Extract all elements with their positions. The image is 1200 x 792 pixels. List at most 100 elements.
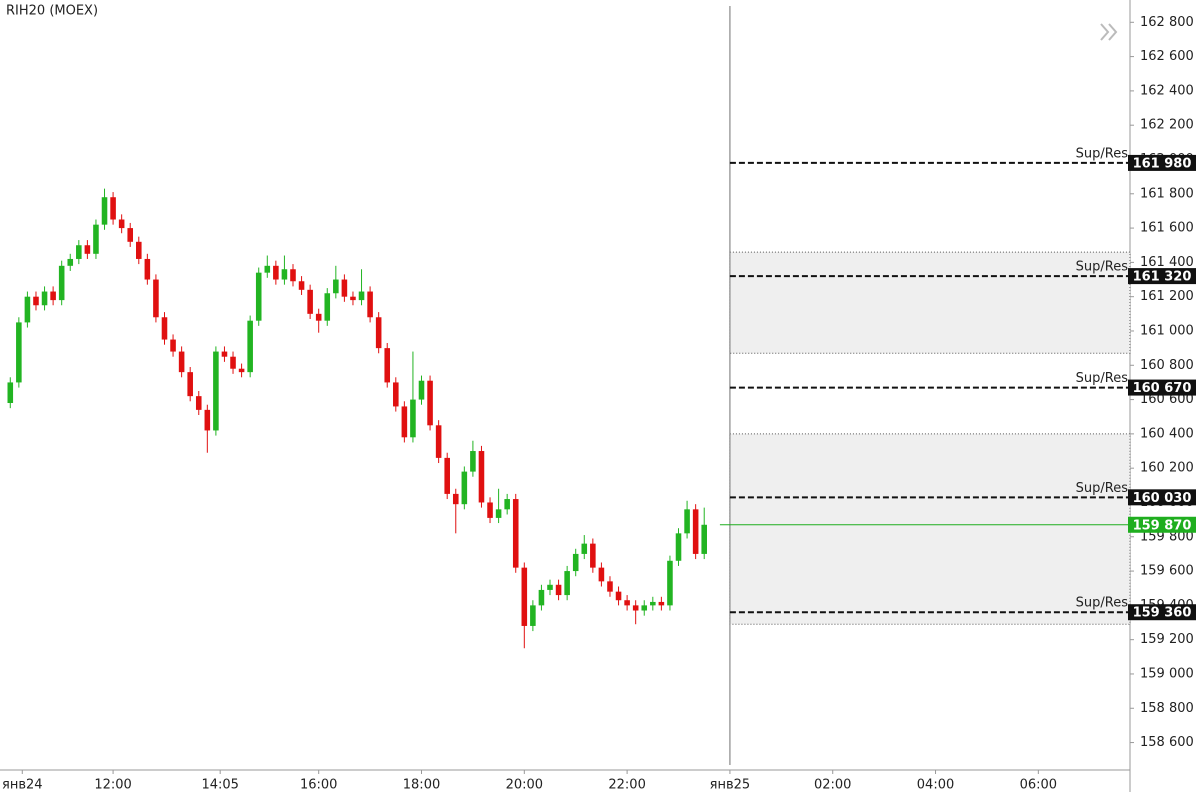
current-price-label: 159 870 — [1133, 518, 1192, 533]
y-tick-label: 159 600 — [1140, 564, 1194, 579]
x-tick-label: янв25 — [710, 778, 751, 792]
candle-body — [101, 197, 108, 225]
candle-body — [607, 581, 613, 592]
y-tick-label: 160 800 — [1140, 358, 1194, 373]
level-price-label: 161 320 — [1133, 270, 1192, 285]
collapse-icon[interactable] — [1100, 23, 1118, 41]
candle-body — [118, 219, 125, 229]
zone — [729, 251, 1131, 354]
candle-body — [127, 228, 134, 242]
x-tick-label: 06:00 — [1020, 778, 1057, 792]
candle-body — [238, 368, 245, 373]
candle-body — [144, 258, 151, 280]
candle-body — [547, 584, 553, 590]
candle-body — [281, 269, 288, 280]
candle-body — [136, 241, 142, 259]
level-price-label: 160 670 — [1133, 381, 1192, 396]
candle-body — [615, 591, 622, 601]
candle-body — [641, 605, 648, 611]
x-tick-label: 04:00 — [917, 778, 954, 792]
candle-body — [632, 605, 639, 611]
candle-body — [16, 322, 22, 383]
candle-body — [692, 509, 699, 554]
candle-body — [76, 245, 82, 259]
x-tick-label: 16:00 — [300, 778, 337, 792]
candle-body — [530, 605, 536, 626]
candle-body — [247, 320, 253, 373]
level-price-box — [1128, 379, 1196, 396]
y-tick-label: 161 400 — [1140, 255, 1194, 270]
level-price-label: 159 360 — [1133, 606, 1192, 621]
level-price-box — [1128, 489, 1196, 506]
candle-body — [461, 471, 468, 505]
candle-body — [435, 425, 442, 458]
candle-body — [341, 279, 348, 297]
candle-body — [213, 351, 219, 431]
candle-body — [290, 269, 296, 282]
x-tick-label: 12:00 — [94, 778, 131, 792]
candle-body — [658, 601, 665, 606]
candle-body — [418, 380, 425, 400]
candle-body — [273, 265, 279, 280]
level-name: Sup/Res — [1076, 260, 1129, 275]
y-tick-label: 158 600 — [1140, 735, 1194, 750]
candle-body — [24, 296, 31, 323]
candle-body — [590, 543, 596, 568]
candle-body — [153, 279, 159, 318]
candle-body — [324, 293, 331, 321]
candle-body — [41, 291, 48, 306]
candle-body — [384, 348, 391, 383]
candle-body — [264, 265, 271, 273]
candle-body — [33, 296, 39, 306]
candle-body — [667, 560, 673, 606]
candle-body — [178, 351, 185, 373]
candle-body — [684, 509, 690, 534]
y-tick-label: 161 600 — [1140, 221, 1194, 236]
x-tick-label: 02:00 — [814, 778, 851, 792]
x-tick-label: янв24 — [2, 778, 43, 792]
y-tick-label: 162 200 — [1140, 118, 1194, 133]
candle-body — [84, 245, 91, 254]
y-tick-label: 160 600 — [1140, 392, 1194, 407]
level-name: Sup/Res — [1076, 371, 1129, 386]
candle-body — [538, 589, 545, 606]
candle-body — [187, 372, 193, 397]
candle-body — [452, 493, 459, 505]
candle-body — [358, 291, 365, 301]
candle-body — [675, 533, 682, 561]
candle-body — [487, 502, 493, 518]
y-tick-label: 162 600 — [1140, 49, 1194, 64]
chart-title: RIH20 (MOEX) — [6, 4, 98, 19]
current-price-box — [1128, 516, 1196, 533]
candle-body — [555, 584, 562, 596]
candle-body — [110, 197, 116, 220]
y-tick-label: 162 800 — [1140, 15, 1194, 30]
candle-body — [521, 567, 528, 626]
candle-body — [307, 289, 313, 314]
candle-body — [650, 601, 656, 606]
x-tick-label: 14:05 — [201, 778, 238, 792]
y-tick-label: 160 200 — [1140, 461, 1194, 476]
candle-body — [572, 553, 579, 572]
zone — [729, 433, 1131, 625]
candle-body — [504, 499, 510, 510]
x-tick-label: 18:00 — [403, 778, 440, 792]
y-tick-label: 161 800 — [1140, 186, 1194, 201]
x-tick-label: 20:00 — [506, 778, 543, 792]
candle-body — [230, 356, 236, 369]
y-tick-label: 158 800 — [1140, 701, 1194, 716]
candle-body — [7, 382, 14, 404]
candle-body — [624, 600, 630, 606]
candle-body — [204, 409, 211, 431]
candle-body — [393, 382, 399, 407]
candle-body — [367, 291, 373, 318]
candle-body — [512, 499, 519, 568]
y-tick-label: 159 800 — [1140, 529, 1194, 544]
y-tick-label: 161 200 — [1140, 289, 1194, 304]
y-tick-label: 160 400 — [1140, 426, 1194, 441]
level-price-box — [1128, 604, 1196, 621]
level-price-box — [1128, 154, 1196, 171]
